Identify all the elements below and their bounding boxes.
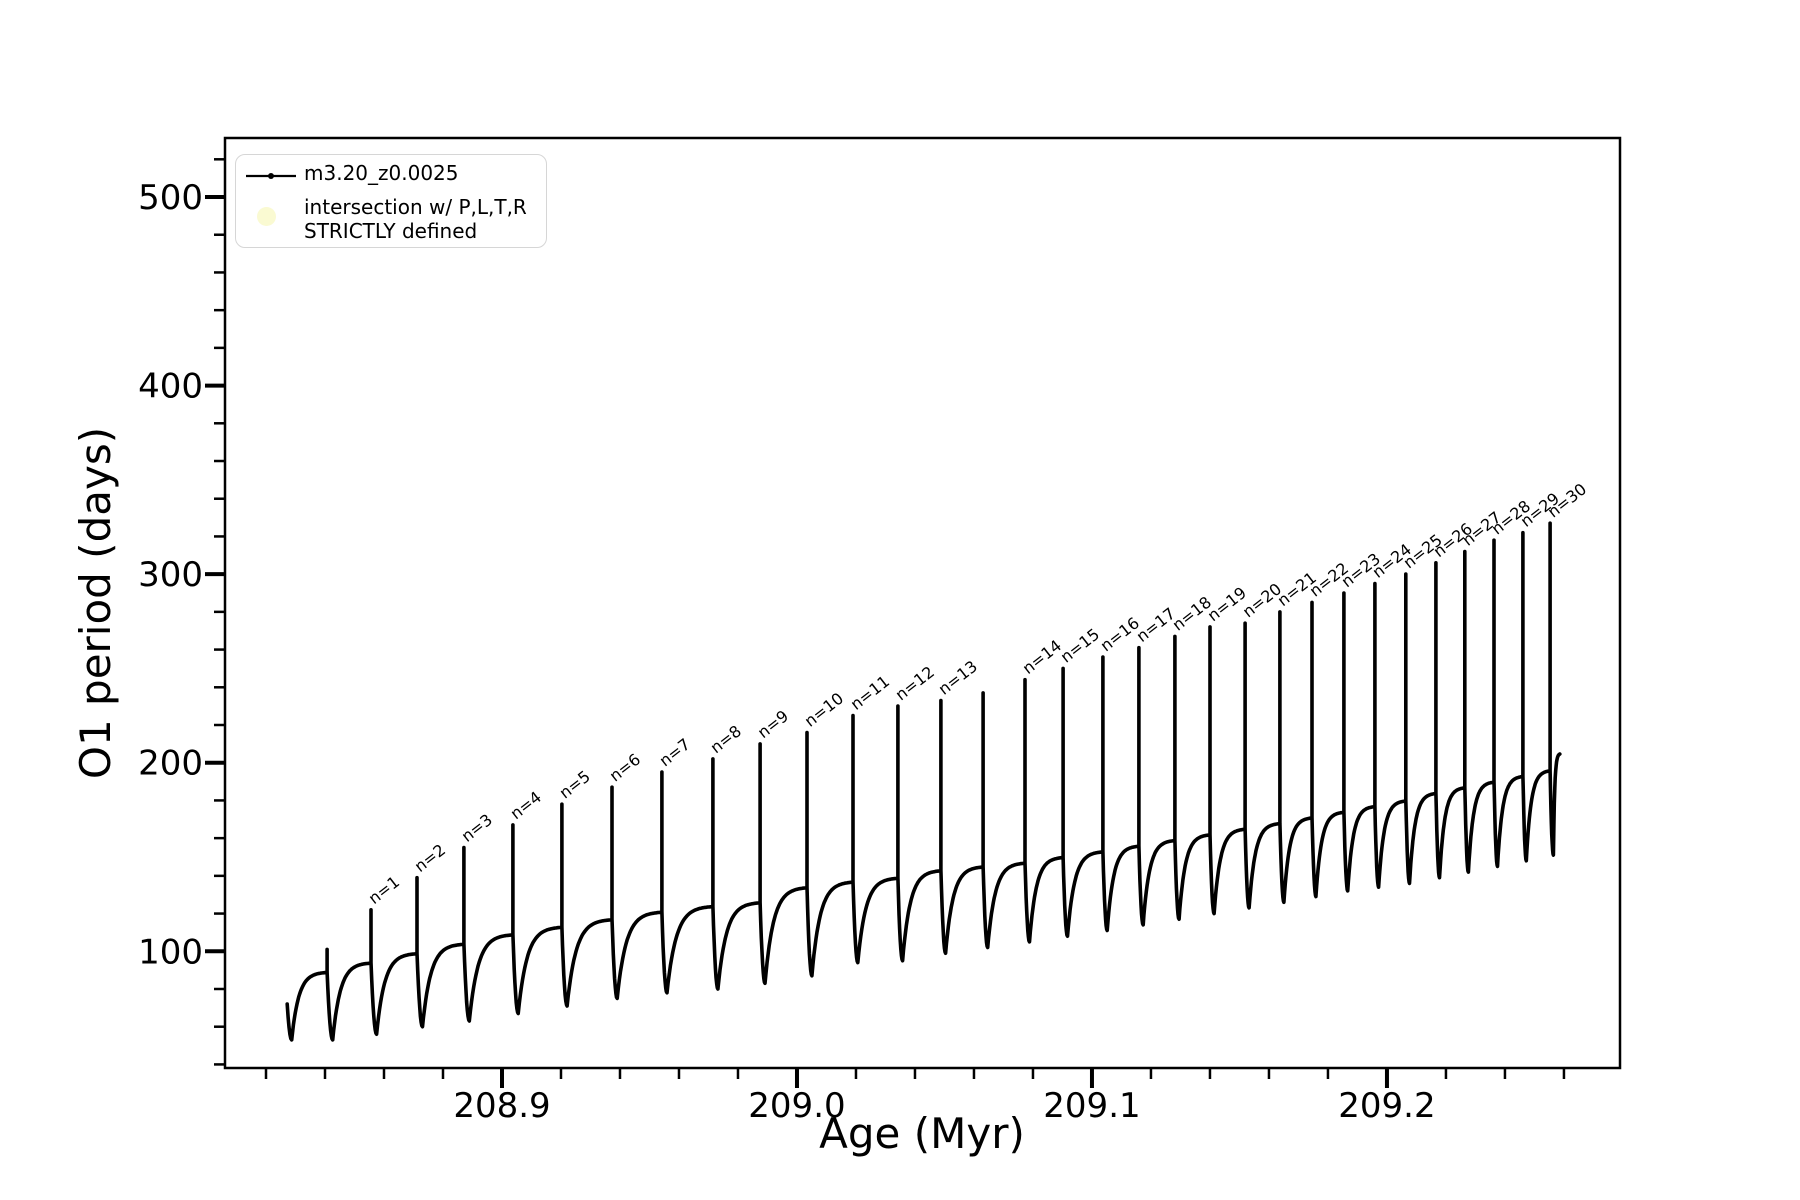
spike-label: n=15 <box>1057 625 1103 667</box>
spike-label: n=1 <box>365 872 403 908</box>
x-tick-label: 209.0 <box>748 1086 845 1126</box>
spike-label: n=6 <box>606 750 644 786</box>
y-tick-label: 500 <box>138 178 203 218</box>
x-tick-label: 209.1 <box>1043 1086 1140 1126</box>
x-tick-label: 209.2 <box>1338 1086 1435 1126</box>
x-tick-label: 208.9 <box>453 1086 550 1126</box>
y-axis-title: O1 period (days) <box>71 427 120 779</box>
legend-intersection-line1: intersection w/ P,L,T,R <box>304 195 527 219</box>
spike-label: n=2 <box>411 840 449 876</box>
axis-ticks <box>205 158 1566 1088</box>
spike-label: n=9 <box>754 706 792 742</box>
spike-label: n=7 <box>656 735 694 771</box>
spike-label: n=30 <box>1544 479 1590 521</box>
spike-label: n=12 <box>892 662 938 704</box>
tick-labels: 208.9 209.0 209.1 209.2 100 200 300 400 500 <box>138 178 1436 1126</box>
axes-spines <box>223 136 1622 1070</box>
legend-entry-series-label: m3.20_z0.0025 <box>304 161 459 185</box>
legend: m3.20_z0.0025 intersection w/ P,L,T,R ST… <box>235 154 547 248</box>
legend-intersection-line2: STRICTLY defined <box>304 219 478 243</box>
y-tick-label: 300 <box>138 555 203 595</box>
y-tick-label: 400 <box>138 367 203 407</box>
y-tick-label: 200 <box>138 744 203 784</box>
spike-label: n=8 <box>707 721 745 757</box>
legend-entry-intersection-label: intersection w/ P,L,T,R STRICTLY defined <box>304 195 527 243</box>
spike-label: n=13 <box>935 657 981 699</box>
spike-label: n=11 <box>847 672 893 714</box>
spike-label: n=10 <box>801 689 847 731</box>
spike-label: n=5 <box>556 767 594 803</box>
legend-line-marker-icon <box>246 173 296 179</box>
spike-label: n=4 <box>507 787 545 823</box>
y-tick-label: 100 <box>138 932 203 972</box>
plot-border <box>223 136 1622 1070</box>
spike-label: n=14 <box>1019 636 1065 678</box>
spike-label: n=3 <box>458 810 496 846</box>
x-axis-title: Age (Myr) <box>819 1109 1025 1158</box>
legend-circle-marker-icon <box>257 207 276 226</box>
series-line <box>285 521 1562 1042</box>
data-series <box>285 521 1562 1042</box>
